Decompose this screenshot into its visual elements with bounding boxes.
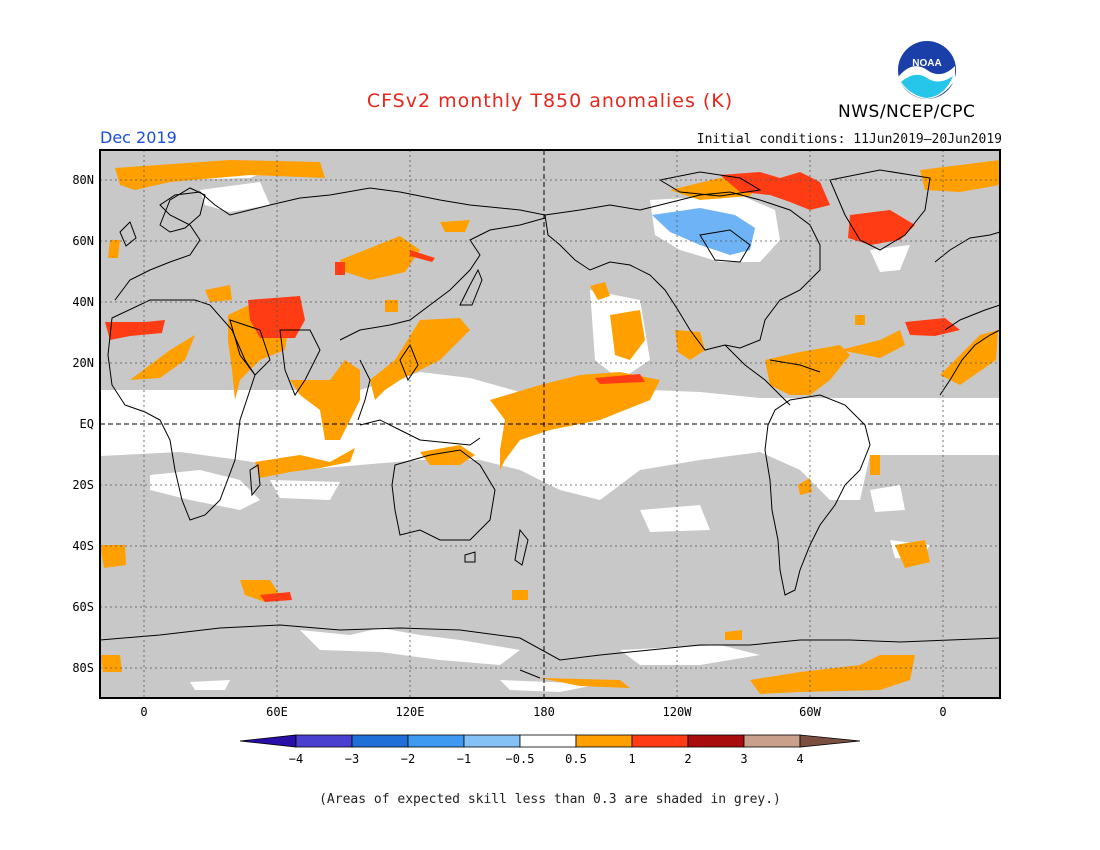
skill-footnote: (Areas of expected skill less than 0.3 a… — [319, 792, 781, 807]
colorbar-label: −3 — [345, 752, 359, 766]
warm-anomaly-1-to-2 — [105, 172, 960, 602]
colorbar-swatch — [687, 734, 745, 748]
colorbar-label: 4 — [796, 752, 803, 766]
equator-and-dateline — [100, 150, 1000, 698]
noaa-logo: NOAA — [898, 41, 956, 99]
svg-text:NOAA: NOAA — [912, 58, 941, 69]
colorbar-label: −2 — [401, 752, 415, 766]
lat-label: 60S — [72, 600, 94, 614]
colorbar-swatch — [295, 734, 353, 748]
lon-label: 60E — [266, 705, 288, 719]
colorbar-label: 2 — [684, 752, 691, 766]
colorbar-swatch — [463, 734, 521, 748]
colorbar-label: 0.5 — [565, 752, 587, 766]
lon-label: 60W — [799, 705, 821, 719]
colorbar-label: −1 — [457, 752, 471, 766]
map-frame — [99, 149, 1001, 699]
colorbar — [239, 734, 861, 748]
colorbar-label: −0.5 — [506, 752, 535, 766]
colorbar-swatch — [239, 734, 297, 748]
lat-label: 80S — [72, 661, 94, 675]
colorbar-swatch — [743, 734, 801, 748]
lon-label: 0 — [140, 705, 147, 719]
lat-label: 20S — [72, 478, 94, 492]
colorbar-labels: −4 −3 −2 −1 −0.5 0.5 1 2 3 4 — [289, 752, 804, 766]
colorbar-swatch — [631, 734, 689, 748]
grid-lines — [100, 150, 1000, 698]
lon-label: 120E — [396, 705, 425, 719]
lat-label: 40S — [72, 539, 94, 553]
colorbar-swatch — [799, 734, 861, 748]
colorbar-swatch — [575, 734, 633, 748]
lat-label: 60N — [72, 234, 94, 248]
colorbar-swatch — [407, 734, 465, 748]
colorbar-label: 3 — [740, 752, 747, 766]
colorbar-label: 1 — [628, 752, 635, 766]
lat-label: 80N — [72, 173, 94, 187]
lat-label: 40N — [72, 295, 94, 309]
target-month: Dec 2019 — [100, 128, 177, 147]
lon-label: 180 — [533, 705, 555, 719]
lat-label: EQ — [80, 417, 94, 431]
lon-label: 120W — [663, 705, 693, 719]
organization-label: NWS/NCEP/CPC — [838, 102, 976, 122]
initial-conditions: Initial conditions: 11Jun2019–20Jun2019 — [696, 132, 1002, 147]
coastlines — [99, 169, 1001, 679]
longitude-labels: 0 60E 120E 180 120W 60W 0 — [140, 705, 946, 719]
colorbar-swatch — [519, 734, 577, 748]
colorbar-swatch — [351, 734, 409, 748]
cool-anomaly-m1-to-m0-5 — [652, 208, 755, 255]
colorbar-label: −4 — [289, 752, 303, 766]
map-title: CFSv2 monthly T850 anomalies (K) — [366, 90, 734, 112]
lon-label: 0 — [939, 705, 946, 719]
map-panel — [99, 149, 1001, 699]
lat-label: 20N — [72, 356, 94, 370]
latitude-labels: 80N 60N 40N 20N EQ 20S 40S 60S 80S — [72, 173, 94, 675]
